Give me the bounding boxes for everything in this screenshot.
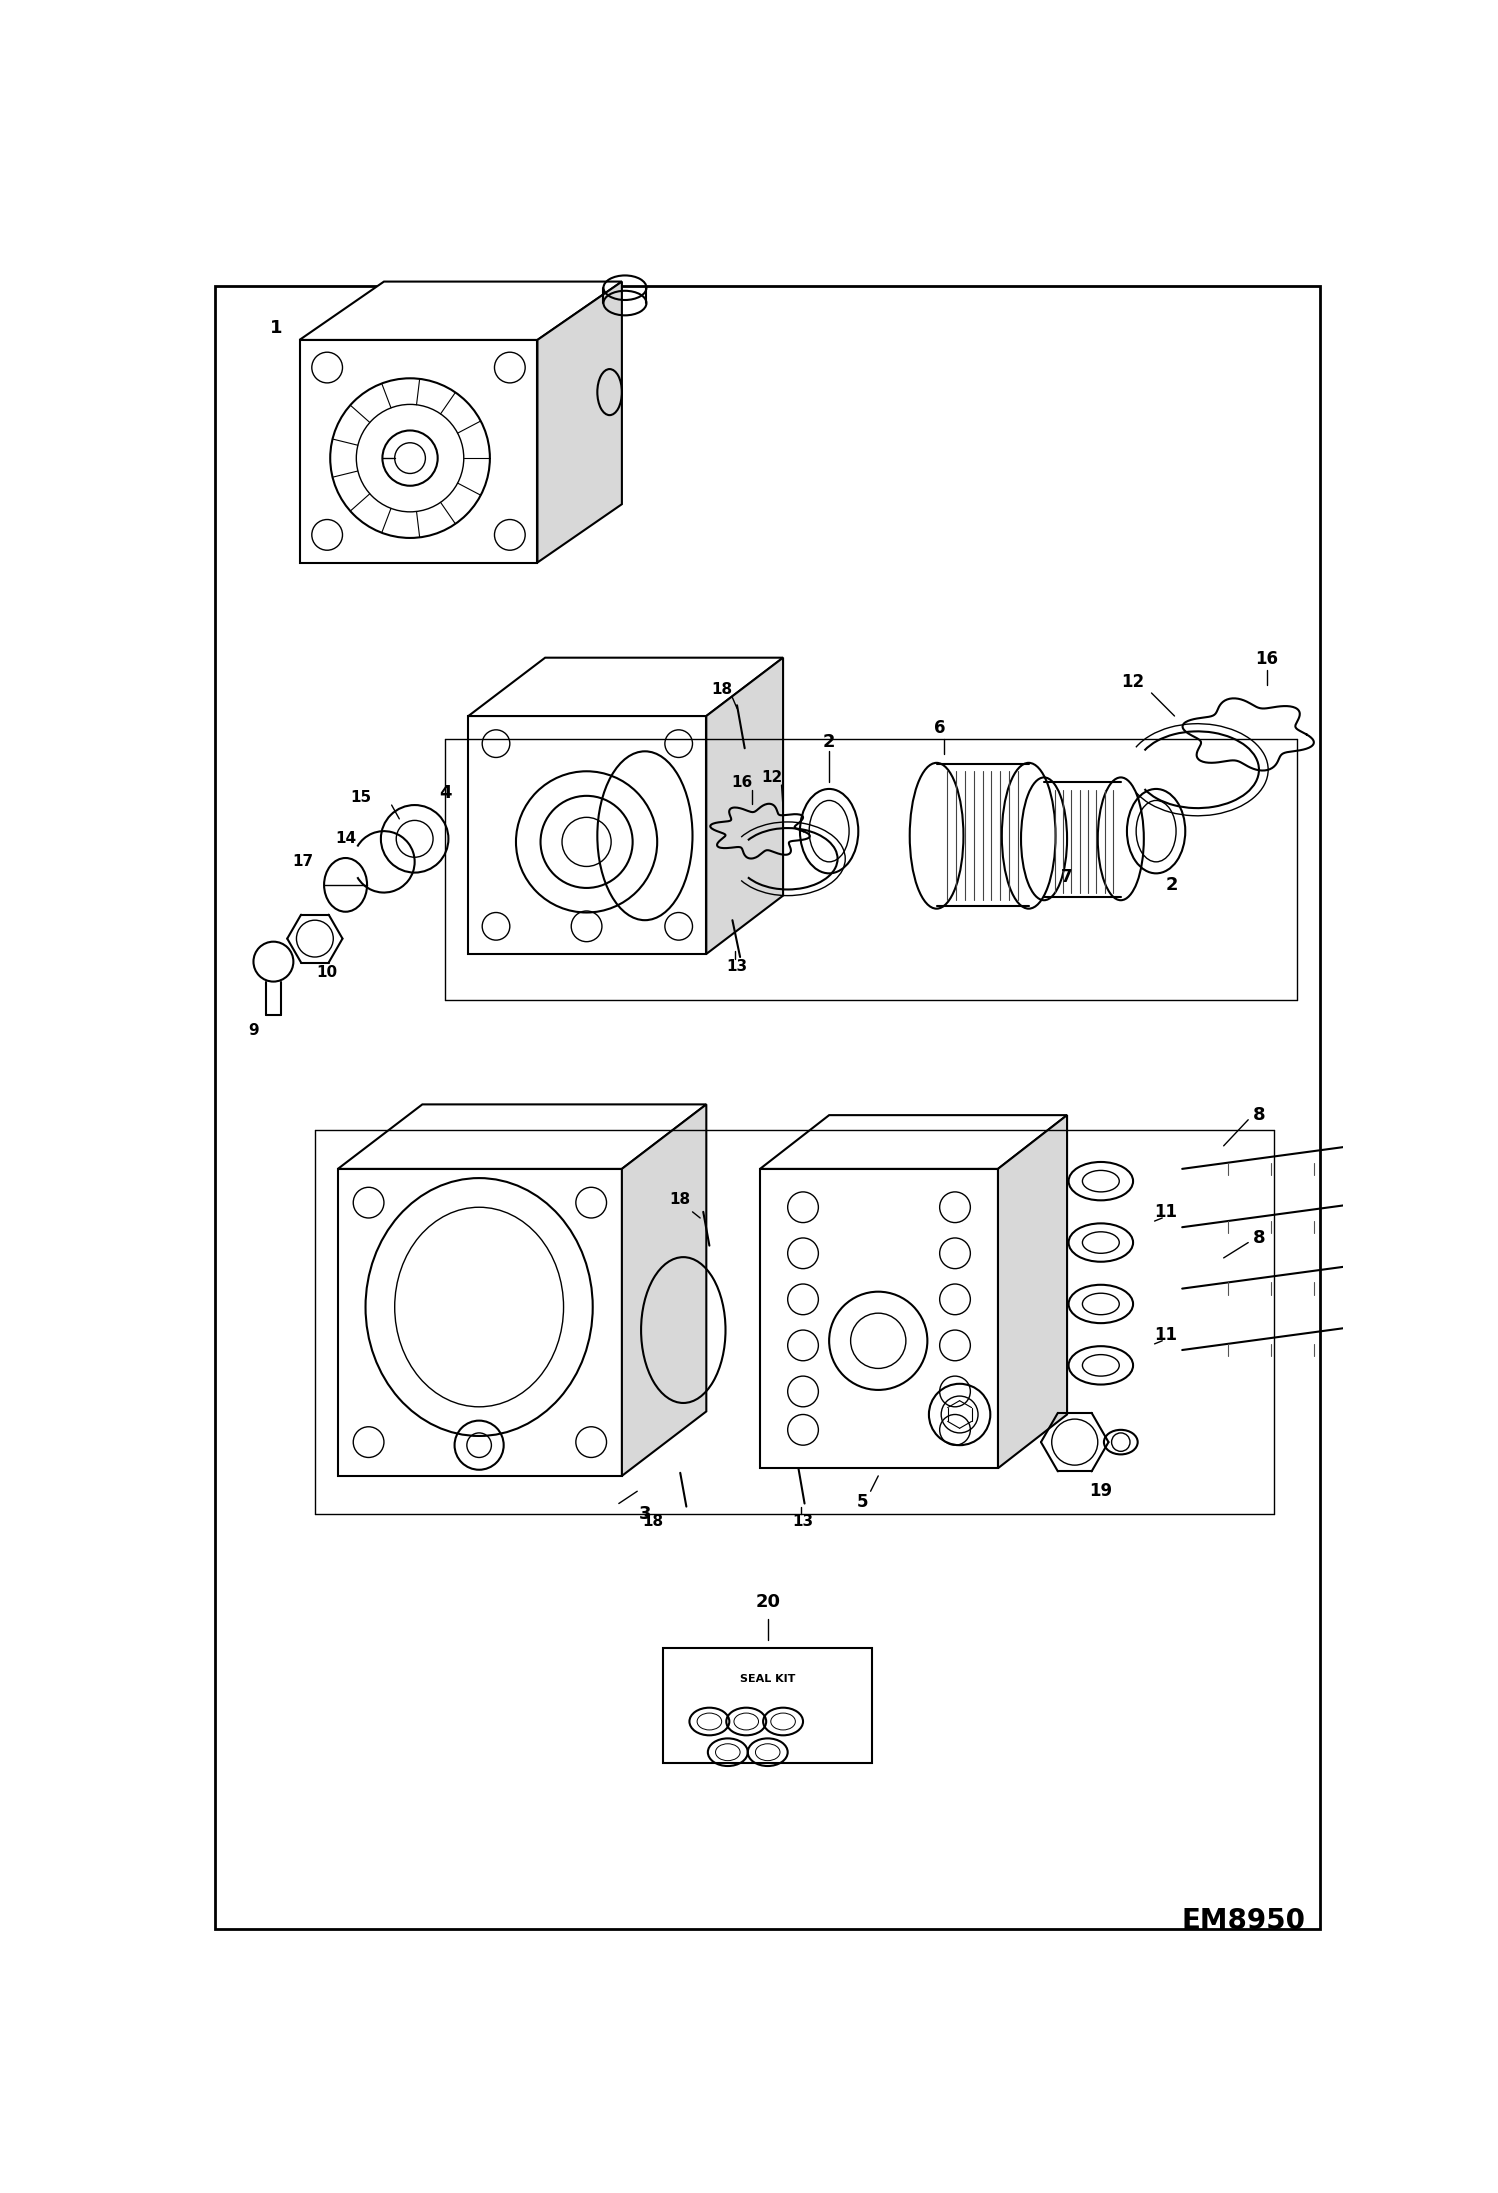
Bar <box>339 1169 622 1476</box>
Text: 12: 12 <box>1122 673 1144 691</box>
Text: 18: 18 <box>643 1515 664 1529</box>
Text: 16: 16 <box>1255 649 1278 669</box>
Text: 18: 18 <box>712 682 733 697</box>
Text: 6: 6 <box>933 719 945 737</box>
Text: 16: 16 <box>731 774 752 789</box>
Text: 10: 10 <box>316 965 337 980</box>
Bar <box>300 340 538 564</box>
Polygon shape <box>622 1105 707 1476</box>
Text: 11: 11 <box>1153 1202 1177 1222</box>
Text: 15: 15 <box>351 789 372 805</box>
Text: 8: 8 <box>1252 1228 1266 1248</box>
Text: 8: 8 <box>1252 1105 1266 1125</box>
Text: 17: 17 <box>292 855 313 868</box>
Text: 18: 18 <box>670 1193 691 1206</box>
Text: SEAL KIT: SEAL KIT <box>740 1673 795 1684</box>
Text: 19: 19 <box>1089 1482 1113 1500</box>
Text: 1: 1 <box>270 318 283 338</box>
Text: EM8950: EM8950 <box>1180 1908 1305 1934</box>
Polygon shape <box>707 658 783 954</box>
Text: 4: 4 <box>439 783 451 803</box>
Text: 14: 14 <box>336 831 357 846</box>
Text: 13: 13 <box>792 1515 813 1529</box>
Polygon shape <box>469 658 783 715</box>
Polygon shape <box>538 281 622 564</box>
Bar <box>469 715 707 954</box>
Text: 12: 12 <box>761 770 783 785</box>
Text: 20: 20 <box>755 1592 780 1612</box>
Text: 7: 7 <box>1061 868 1073 886</box>
Bar <box>759 1169 998 1469</box>
Text: 13: 13 <box>727 958 748 974</box>
Text: 3: 3 <box>638 1504 652 1524</box>
Bar <box>664 1647 872 1763</box>
Text: 11: 11 <box>1153 1325 1177 1344</box>
Text: 2: 2 <box>822 732 836 752</box>
Text: 2: 2 <box>1165 875 1177 895</box>
Text: 5: 5 <box>857 1493 869 1511</box>
Polygon shape <box>300 281 622 340</box>
Text: 9: 9 <box>249 1024 259 1037</box>
Polygon shape <box>759 1114 1067 1169</box>
Circle shape <box>382 430 437 485</box>
Polygon shape <box>998 1114 1067 1469</box>
Polygon shape <box>339 1105 707 1169</box>
